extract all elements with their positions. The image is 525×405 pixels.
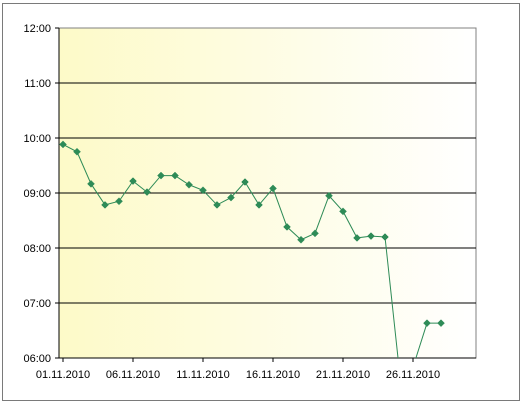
data-point	[283, 223, 291, 231]
data-point	[185, 180, 193, 189]
data-point	[87, 179, 95, 188]
data-point	[59, 140, 67, 149]
data-point	[367, 232, 375, 240]
series-line	[62, 143, 441, 358]
y-tick-label: 08:00	[23, 243, 51, 255]
data-point	[199, 186, 207, 195]
data-point	[339, 207, 347, 216]
data-point	[311, 229, 319, 238]
data-point	[129, 177, 137, 185]
data-point	[227, 193, 235, 202]
data-point	[269, 184, 277, 193]
y-tick-label: 11:00	[24, 78, 51, 90]
data-point	[157, 171, 165, 180]
x-tick-label: 21.11.2010	[316, 369, 370, 381]
data-point	[101, 201, 109, 209]
data-point	[353, 234, 361, 242]
y-tick-label: 09:00	[23, 188, 51, 200]
x-tick-label: 26.11.2010	[386, 369, 440, 381]
data-point	[423, 319, 431, 328]
x-tick-label: 01.11.2010	[36, 369, 90, 381]
data-point	[241, 178, 249, 186]
y-tick-label: 06:00	[23, 353, 51, 365]
data-point	[325, 191, 333, 200]
y-tick-label: 12:00	[23, 23, 51, 35]
data-point	[73, 147, 81, 156]
data-point	[213, 201, 221, 209]
data-point	[437, 319, 445, 328]
x-tick-label: 11.11.2010	[176, 369, 229, 381]
y-tick-label: 07:00	[23, 298, 51, 310]
data-point	[255, 201, 263, 209]
x-tick-label: 16.11.2010	[246, 369, 300, 381]
data-point	[381, 233, 389, 241]
y-tick-label: 10:00	[23, 133, 51, 145]
data-point	[171, 171, 179, 180]
data-point	[143, 188, 151, 196]
x-tick-label: 06.11.2010	[106, 369, 160, 381]
data-point	[297, 235, 305, 244]
data-point	[115, 197, 123, 206]
